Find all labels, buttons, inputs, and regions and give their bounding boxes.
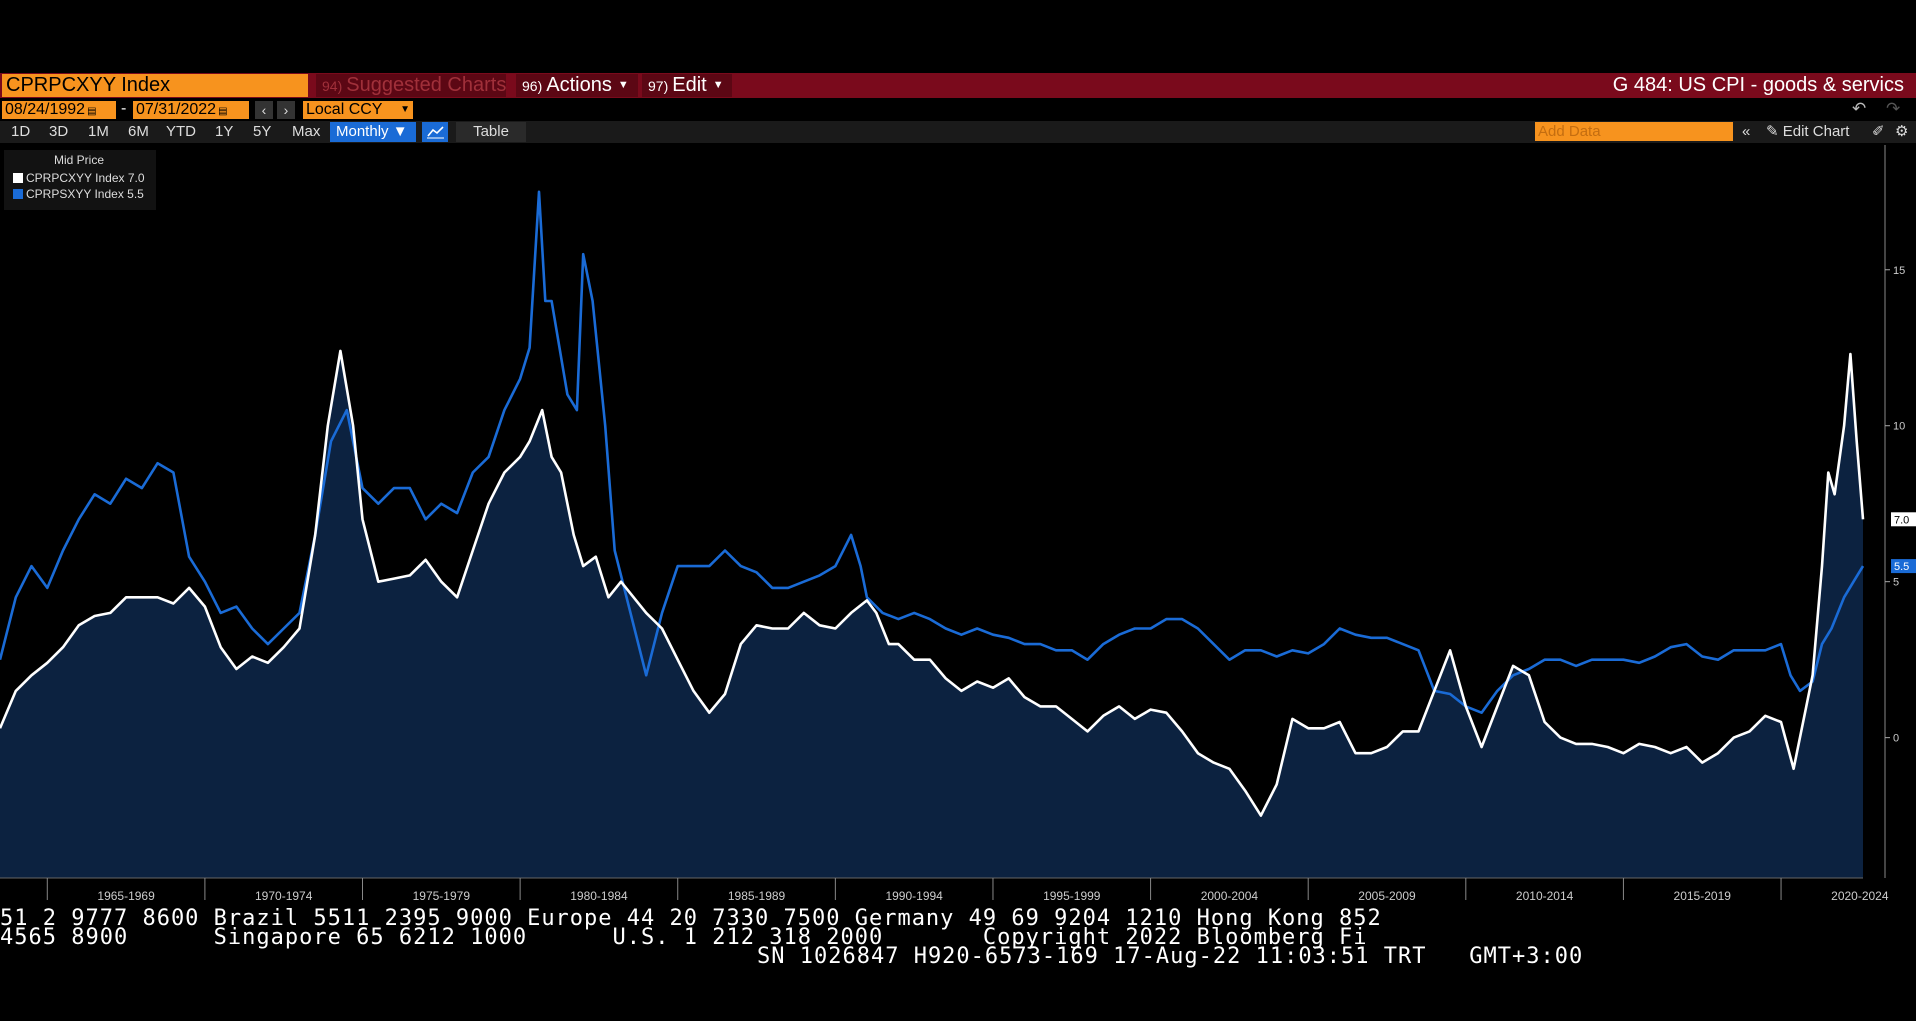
y-tick-label: 5 xyxy=(1893,577,1899,589)
redo-icon[interactable]: ↷ xyxy=(1886,99,1901,118)
edit-chart-button[interactable]: ✎ Edit Chart xyxy=(1766,122,1849,142)
x-tick-label: 1970-1974 xyxy=(255,889,313,900)
period-1y[interactable]: 1Y xyxy=(215,123,234,140)
x-tick-label: 1985-1989 xyxy=(728,889,786,900)
date-separator: - xyxy=(121,100,127,117)
period-max[interactable]: Max xyxy=(292,123,321,140)
frequency-select[interactable]: Monthly ▼ xyxy=(330,122,416,142)
edit-number: 97) xyxy=(648,78,669,94)
x-tick-label: 1965-1969 xyxy=(97,889,155,900)
suggested-charts-button[interactable]: 94) Suggested Charts xyxy=(316,74,506,97)
pencil-icon: ✎ xyxy=(1766,123,1779,140)
legend-label: CPRPCXYY Index 7.0 xyxy=(26,171,145,185)
gear-icon[interactable]: ⚙ xyxy=(1895,123,1909,140)
actions-label: Actions xyxy=(546,74,612,96)
legend: Mid Price CPRPCXYY Index 7.0 CPRPSXYY In… xyxy=(4,150,156,210)
y-tick-label: 10 xyxy=(1893,421,1905,433)
last-value-badge xyxy=(1891,559,1916,574)
suggested-charts-number: 94) xyxy=(322,78,343,94)
period-1m[interactable]: 1M xyxy=(88,123,109,140)
x-tick-label: 2000-2004 xyxy=(1201,889,1259,900)
frequency-value: Monthly xyxy=(336,123,389,140)
last-value-badge xyxy=(1891,512,1916,527)
currency-value: Local CCY xyxy=(306,101,383,118)
period-5y[interactable]: 5Y xyxy=(253,123,272,140)
add-data-input[interactable]: Add Data xyxy=(1535,122,1733,141)
collapse-icon[interactable]: « xyxy=(1742,123,1751,140)
undo-icon[interactable]: ↶ xyxy=(1852,99,1867,118)
period-ytd[interactable]: YTD xyxy=(166,123,196,140)
chart-area[interactable]: 0 5 10 15 7.0 5.5 1965-1969 1970-1974 1975-1979 1… xyxy=(0,0,1916,900)
period-3d[interactable]: 3D xyxy=(49,123,69,140)
x-tick-label: 2015-2019 xyxy=(1674,889,1732,900)
period-6m[interactable]: 6M xyxy=(128,123,149,140)
edit-chart-label: Edit Chart xyxy=(1782,123,1850,140)
chart-title: G 484: US CPI - goods & servics xyxy=(1612,74,1904,96)
legend-swatch xyxy=(13,173,23,183)
prev-period-button[interactable]: ‹ xyxy=(255,101,273,119)
actions-button[interactable]: 96) Actions ▼ xyxy=(516,74,638,97)
y-tick-label: 15 xyxy=(1893,265,1905,277)
legend-item[interactable]: CPRPCXYY Index 7.0 xyxy=(13,171,145,185)
chevron-down-icon: ▼ xyxy=(392,123,408,140)
currency-select[interactable]: Local CCY ▼ xyxy=(303,101,413,119)
edit-button[interactable]: 97) Edit ▼ xyxy=(642,74,732,97)
actions-number: 96) xyxy=(522,78,543,94)
end-date-value: 07/31/2022 xyxy=(136,101,217,118)
footer-line-2: 4565 8900 Singapore 65 6212 1000 U.S. 1 … xyxy=(0,925,1368,950)
legend-swatch xyxy=(13,189,23,199)
x-tick-label: 1975-1979 xyxy=(413,889,471,900)
series-area-cprpcxyy xyxy=(0,350,1863,878)
y-tick-label: 0 xyxy=(1893,733,1899,745)
next-period-button[interactable]: › xyxy=(277,101,295,119)
series-line-cprpsxyy[interactable] xyxy=(0,190,1865,715)
legend-title: Mid Price xyxy=(54,153,105,167)
annotate-icon[interactable]: ✐ xyxy=(1872,123,1885,140)
x-tick-label: 1990-1994 xyxy=(885,889,943,900)
calendar-icon[interactable]: ▤ xyxy=(87,106,97,117)
edit-label: Edit xyxy=(672,74,707,96)
suggested-charts-label: Suggested Charts xyxy=(346,74,507,96)
start-date-value: 08/24/1992 xyxy=(5,101,86,118)
chevron-down-icon: ▼ xyxy=(400,104,410,115)
chevron-down-icon: ▼ xyxy=(712,79,724,92)
period-1d[interactable]: 1D xyxy=(11,123,31,140)
x-tick-label: 2005-2009 xyxy=(1358,889,1416,900)
legend-label: CPRPSXYY Index 5.5 xyxy=(26,187,144,201)
last-value-label: 5.5 xyxy=(1894,561,1909,573)
end-date-field[interactable]: 07/31/2022 ▤ xyxy=(133,101,249,119)
x-tick-label: 2010-2014 xyxy=(1516,889,1574,900)
table-button[interactable]: Table xyxy=(456,122,526,142)
x-tick-label: 1995-1999 xyxy=(1043,889,1101,900)
legend-item[interactable]: CPRPSXYY Index 5.5 xyxy=(13,187,144,201)
start-date-field[interactable]: 08/24/1992 ▤ xyxy=(2,101,116,119)
last-value-label: 7.0 xyxy=(1894,514,1909,526)
x-tick-label: 1980-1984 xyxy=(570,889,628,900)
ticker-field[interactable]: CPRPCXYY Index xyxy=(2,74,308,97)
x-tick-label: 2020-2024 xyxy=(1831,889,1889,900)
footer-line-1: 51 2 9777 8600 Brazil 5511 2395 9000 Eur… xyxy=(0,906,1382,931)
series-line-cprpcxyy[interactable] xyxy=(0,349,1865,817)
chevron-down-icon: ▼ xyxy=(617,79,629,92)
calendar-icon[interactable]: ▤ xyxy=(218,106,228,117)
footer-line-3: SN 1026847 H920-6573-169 17-Aug-22 11:03… xyxy=(757,944,1584,969)
line-chart-icon[interactable] xyxy=(422,122,448,142)
